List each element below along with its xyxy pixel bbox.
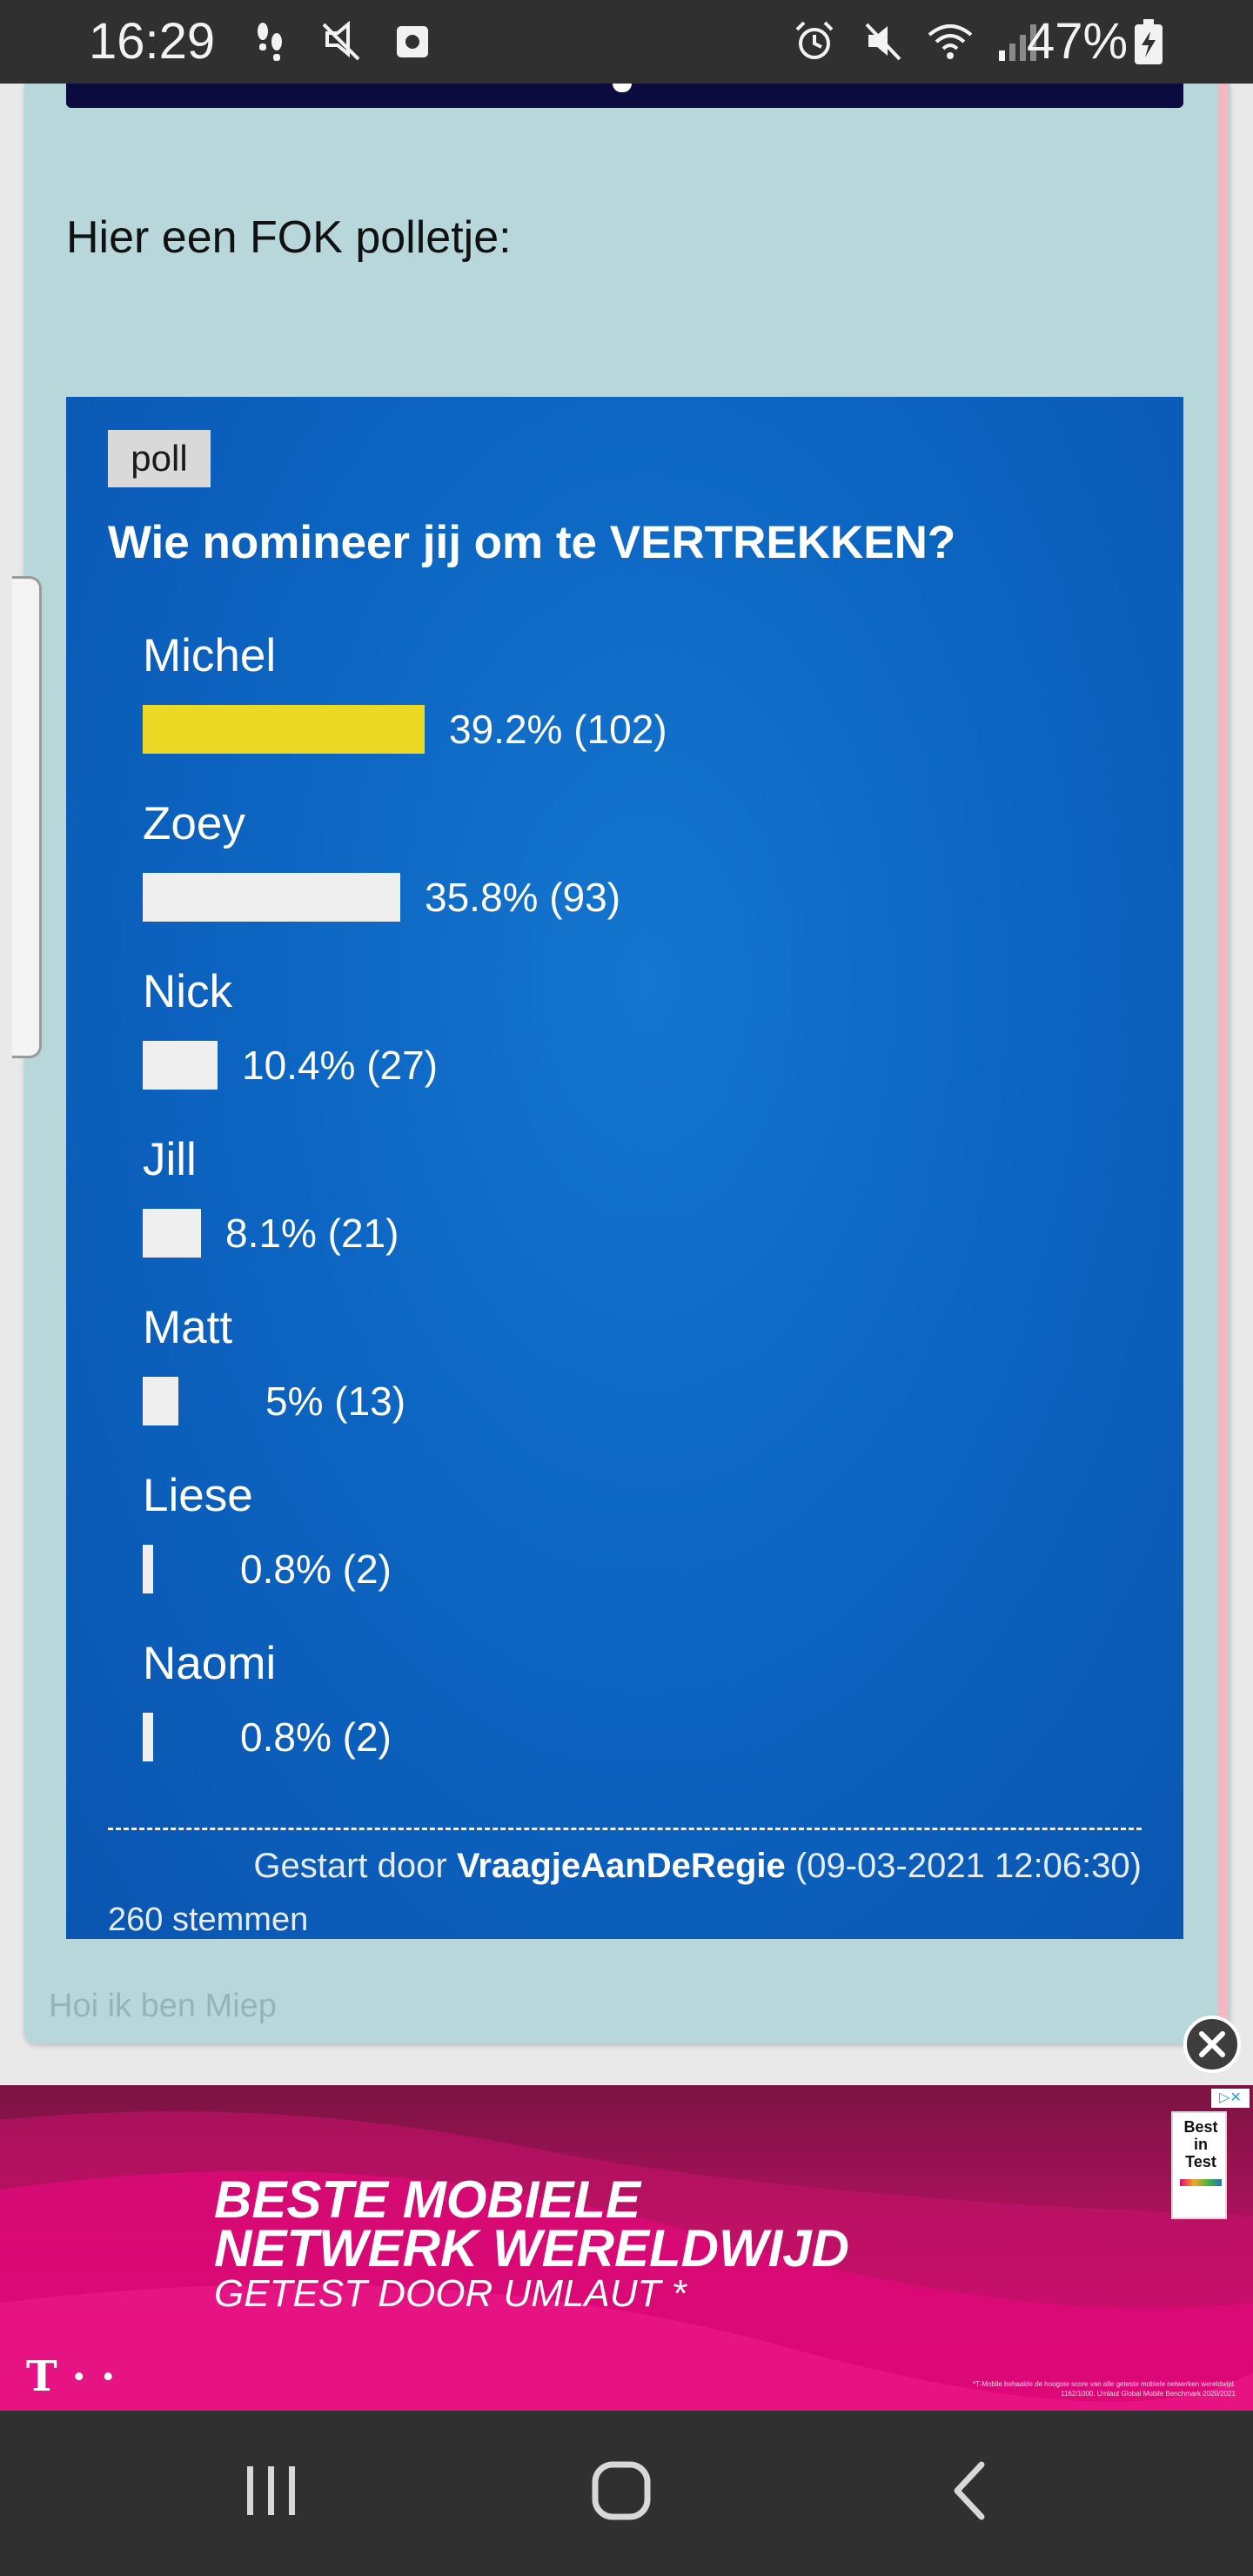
started-prefix: Gestart door xyxy=(253,1847,447,1885)
ad-headline-1: BESTE MOBIELE xyxy=(214,2170,641,2229)
ad-headline-2: NETWERK WERELDWIJD xyxy=(214,2219,849,2277)
poll-option: Matt 5% (13) xyxy=(143,1297,1135,1465)
option-result-row: 5% (13) xyxy=(143,1370,1100,1432)
telekom-logo: T · · xyxy=(26,2352,116,2401)
status-time: 16:29 xyxy=(89,13,216,70)
option-bar-track xyxy=(143,1545,153,1593)
ad-subline: GETEST DOOR UMLAUT * xyxy=(214,2272,687,2315)
option-name: Michel xyxy=(143,630,277,681)
option-bar xyxy=(143,1377,178,1426)
photo-icon xyxy=(397,26,428,57)
option-result: 8.1% (21) xyxy=(225,1211,399,1256)
post-intro: Hier een FOK polletje: xyxy=(66,212,512,263)
notification-icons xyxy=(244,16,439,68)
option-bar xyxy=(143,1545,153,1593)
side-drawer-handle[interactable] xyxy=(12,576,42,1058)
recents-button[interactable] xyxy=(228,2452,315,2531)
poll-option: Liese 0.8% (2) xyxy=(143,1465,1135,1633)
option-bar xyxy=(143,1713,153,1761)
poll-started-by: Gestart door VraagjeAanDeRegie (09-03-20… xyxy=(253,1841,1142,1890)
post-signature: Hoi ik ben Miep xyxy=(49,1988,277,2024)
back-button[interactable] xyxy=(928,2452,1015,2531)
poll-divider xyxy=(108,1828,1142,1830)
poll-tag: poll xyxy=(108,430,211,487)
ad-close-button[interactable] xyxy=(1183,2016,1241,2073)
option-bar-track xyxy=(143,1377,178,1426)
system-icons xyxy=(788,16,1044,68)
option-result-row: 10.4% (27) xyxy=(143,1034,1100,1097)
option-result: 10.4% (27) xyxy=(242,1043,439,1088)
option-name: Matt xyxy=(143,1302,233,1353)
option-result-row: 39.2% (102) xyxy=(143,698,1100,761)
option-bar-track xyxy=(143,1041,218,1090)
option-name: Liese xyxy=(143,1470,253,1521)
poll-option: Michel 39.2% (102) xyxy=(143,625,1135,793)
option-name: Nick xyxy=(143,966,233,1017)
poll-option: Nick 10.4% (27) xyxy=(143,961,1135,1129)
close-icon xyxy=(1199,2031,1225,2057)
poll-option: Zoey 35.8% (93) xyxy=(143,793,1135,961)
option-bar xyxy=(143,1209,201,1258)
home-button[interactable] xyxy=(578,2452,665,2531)
option-bar-track xyxy=(143,1713,153,1761)
option-result: 39.2% (102) xyxy=(449,707,667,752)
option-bar xyxy=(143,705,425,754)
battery-percent: 47% xyxy=(1027,13,1129,70)
card-edge xyxy=(1218,84,1229,2042)
ad-fineprint: *T-Mobile behaalde de hoogste score van … xyxy=(973,2380,1236,2398)
navigation-bar xyxy=(0,2411,1253,2576)
wifi-icon xyxy=(928,24,973,59)
status-bar: 16:29 xyxy=(0,0,1253,84)
ad-banner[interactable]: ▷✕ BESTE MOBIELE NETWERK WERELDWIJD GETE… xyxy=(0,2085,1253,2411)
signal-icon xyxy=(999,24,1036,61)
alarm-icon xyxy=(795,21,834,59)
option-result-row: 0.8% (2) xyxy=(143,1706,1100,1768)
option-result: 5% (13) xyxy=(265,1379,406,1424)
option-result-row: 0.8% (2) xyxy=(143,1538,1100,1600)
option-name: Jill xyxy=(143,1134,197,1185)
started-date: (09-03-2021 12:06:30) xyxy=(794,1847,1142,1885)
option-result-row: 8.1% (21) xyxy=(143,1202,1100,1265)
option-bar xyxy=(143,873,400,922)
ad-choices-icon[interactable]: ▷✕ xyxy=(1211,2089,1250,2108)
option-bar-track xyxy=(143,1209,201,1258)
poll-options: Michel 39.2% (102) Zoey 35.8% (93) Nick 10.4%… xyxy=(143,625,1135,1801)
poll-option: Jill 8.1% (21) xyxy=(143,1129,1135,1297)
ad-wave-graphic xyxy=(0,2111,1253,2411)
option-bar-track xyxy=(143,873,400,922)
option-name: Zoey xyxy=(143,798,245,849)
previous-block-dot xyxy=(613,84,632,92)
badge-strip xyxy=(1180,2179,1222,2186)
walk-icon xyxy=(258,23,282,61)
option-bar xyxy=(143,1041,218,1090)
option-result: 0.8% (2) xyxy=(240,1546,392,1592)
poll-total-votes: 260 stemmen xyxy=(108,1902,309,1938)
battery-charging-icon xyxy=(1135,19,1163,64)
poll-widget: poll Wie nomineer jij om te VERTREKKEN? … xyxy=(66,397,1183,1939)
option-bar-track xyxy=(143,705,425,754)
option-name: Naomi xyxy=(143,1638,277,1689)
poll-option: Naomi 0.8% (2) xyxy=(143,1633,1135,1801)
best-in-test-badge: Best in Test xyxy=(1171,2111,1227,2219)
poll-question: Wie nomineer jij om te VERTREKKEN? xyxy=(108,517,956,568)
option-result-row: 35.8% (93) xyxy=(143,866,1100,929)
option-result: 35.8% (93) xyxy=(425,875,621,920)
started-user-link[interactable]: VraagjeAanDeRegie xyxy=(456,1847,786,1885)
option-result: 0.8% (2) xyxy=(240,1714,392,1760)
vibrate-off-icon xyxy=(865,23,901,61)
badge-title: Best in Test xyxy=(1183,2118,1218,2170)
mute-icon xyxy=(322,20,360,61)
